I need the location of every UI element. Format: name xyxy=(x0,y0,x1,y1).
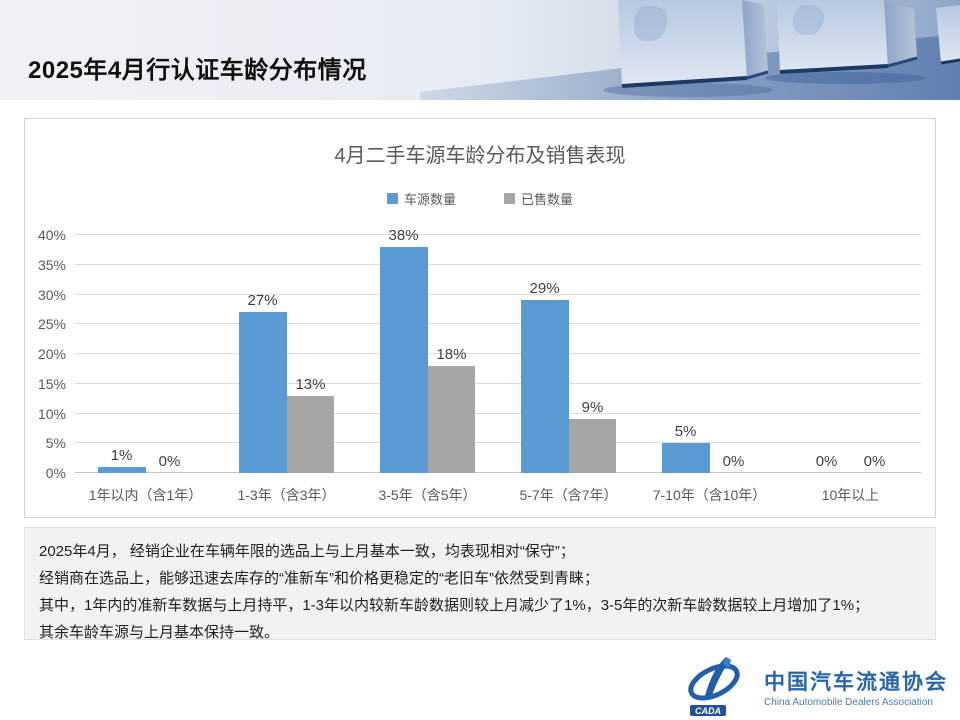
bar-wrap: 0% xyxy=(851,235,899,473)
y-tick-label: 40% xyxy=(37,227,66,243)
bar-value-label: 13% xyxy=(295,375,326,393)
bar-wrap: 9% xyxy=(568,235,617,473)
summary-line: 2025年4月， 经销企业在车辆年限的选品上与上月基本一致，均表现相对“保守”； xyxy=(39,543,575,560)
x-axis-label: 1年以内（含1年） xyxy=(88,487,203,503)
logo-texts: 中国汽车流通协会 China Automobile Dealers Associ… xyxy=(764,666,948,708)
chart-title: 4月二手车源车龄分布及销售表现 xyxy=(334,145,626,167)
cada-logo-icon: CADA xyxy=(688,657,740,716)
y-tick-label: 20% xyxy=(37,346,66,362)
legend-swatch-inventory xyxy=(386,193,398,204)
gridline xyxy=(75,412,921,414)
bar-value-label: 0% xyxy=(815,453,838,470)
gridline xyxy=(75,353,921,354)
bar-value-label: 27% xyxy=(247,292,278,310)
chart-legend: 车源数量 已售数量 xyxy=(25,189,935,208)
summary-line: 其中，1年内的准新车数据与上月持平，1-3年以内较新车龄数据则较上月减少了1%，… xyxy=(39,597,870,614)
bar-value-label: 0% xyxy=(863,453,886,470)
bar-group: 5% 0% xyxy=(639,235,780,473)
cubes-banner-graphic xyxy=(0,0,960,100)
gridline xyxy=(75,293,921,295)
bar xyxy=(238,312,287,473)
bar-chart-plot: 0% 5% 10% 15% 20% 25% 30% 35% 40% 1% 0% 27% 13% 38% 18… xyxy=(38,227,921,481)
bar-wrap: 29% xyxy=(520,235,569,473)
bar xyxy=(568,419,617,473)
bar-value-label: 38% xyxy=(388,226,419,244)
bar xyxy=(379,246,428,473)
y-tick-label: 0% xyxy=(45,465,66,481)
bar-value-label: 1% xyxy=(110,447,133,465)
y-tick-label: 30% xyxy=(37,286,66,303)
bar xyxy=(661,443,710,473)
bar-wrap: 38% xyxy=(379,227,428,473)
org-name-cn: 中国汽车流通协会 xyxy=(764,670,948,694)
bar xyxy=(427,365,476,473)
y-tick-label: 25% xyxy=(37,316,66,333)
organization-logo: CADA 中国汽车流通协会 China Automobile Dealers A… xyxy=(682,656,948,718)
bar-group: 38% 18% xyxy=(357,227,498,473)
gridline xyxy=(75,472,921,473)
bar-wrap: 0% xyxy=(710,235,758,473)
legend-item-sold: 已售数量 xyxy=(504,189,573,208)
y-tick-label: 15% xyxy=(37,375,66,392)
bar-wrap: 0% xyxy=(146,235,194,473)
y-tick-label: 35% xyxy=(37,256,66,273)
bar-value-label: 0% xyxy=(158,453,181,470)
bar xyxy=(520,300,569,473)
legend-swatch-sold xyxy=(504,193,515,204)
summary-line: 经销商在选品上，能够迅速去库存的“准新车”和价格更稳定的“老旧车”依然受到青睐； xyxy=(39,570,599,587)
legend-label-sold: 已售数量 xyxy=(521,192,574,207)
svg-text:CADA: CADA xyxy=(695,706,721,716)
gridline xyxy=(75,442,921,444)
gridline xyxy=(75,263,921,265)
chart-panel: 4月二手车源车龄分布及销售表现 车源数量 已售数量 0% 5% 10% 15% 20% 2… xyxy=(24,118,936,518)
bar-value-label: 29% xyxy=(529,280,560,298)
x-axis-label: 3-5年（含5年） xyxy=(378,487,477,503)
y-tick-label: 10% xyxy=(37,405,66,422)
legend-label-inventory: 车源数量 xyxy=(403,192,456,207)
x-axis-label: 1-3年（含3年） xyxy=(237,487,336,503)
summary-panel: 2025年4月， 经销企业在车辆年限的选品上与上月基本一致，均表现相对“保守”；… xyxy=(24,527,936,641)
x-axis-label: 10年以上 xyxy=(821,487,880,503)
bars-row: 1% 0% 27% 13% 38% 18% 29% 9% 5% 0% 0% 0% xyxy=(75,227,921,473)
bar-wrap: 0% xyxy=(803,235,851,473)
bar-value-label: 5% xyxy=(674,423,697,441)
gridline xyxy=(75,323,921,325)
x-axis-label: 7-10年（含10年） xyxy=(652,487,767,503)
bar-group: 27% 13% xyxy=(216,235,357,473)
bar-wrap: 1% xyxy=(97,235,146,473)
page-title: 2025年4月行认证车龄分布情况 xyxy=(28,57,367,84)
legend-item-inventory: 车源数量 xyxy=(386,189,456,208)
bar-group: 0% 0% xyxy=(780,235,921,473)
bar-wrap: 13% xyxy=(286,235,335,473)
summary-line: 其余车龄车源与上月基本保持一致。 xyxy=(39,624,280,641)
bar-value-label: 0% xyxy=(722,453,745,470)
bar-value-label: 18% xyxy=(436,345,467,363)
bar-group: 1% 0% xyxy=(75,235,216,473)
slide-header: 2025年4月行认证车龄分布情况 xyxy=(0,0,960,100)
bar xyxy=(97,467,146,473)
plot-outer: 0% 5% 10% 15% 20% 25% 30% 35% 40% 1% 0% 27% 13% 38% 18… xyxy=(38,227,921,505)
y-tick-label: 5% xyxy=(45,435,66,452)
bar-value-label: 9% xyxy=(581,399,604,417)
bar-wrap: 27% xyxy=(238,235,287,473)
x-axis-label: 5-7年（含7年） xyxy=(519,487,618,503)
bar-group: 29% 9% xyxy=(498,235,639,473)
gridline xyxy=(75,234,921,235)
bar-wrap: 5% xyxy=(661,235,710,473)
gridline xyxy=(75,382,921,384)
org-name-en: China Automobile Dealers Association xyxy=(764,697,933,708)
bar-wrap: 18% xyxy=(427,235,476,473)
x-axis-labels: 1年以内（含1年） 1-3年（含3年） 3-5年（含5年） 5-7年（含7年） 7-10… xyxy=(75,485,921,505)
bar xyxy=(286,395,335,473)
